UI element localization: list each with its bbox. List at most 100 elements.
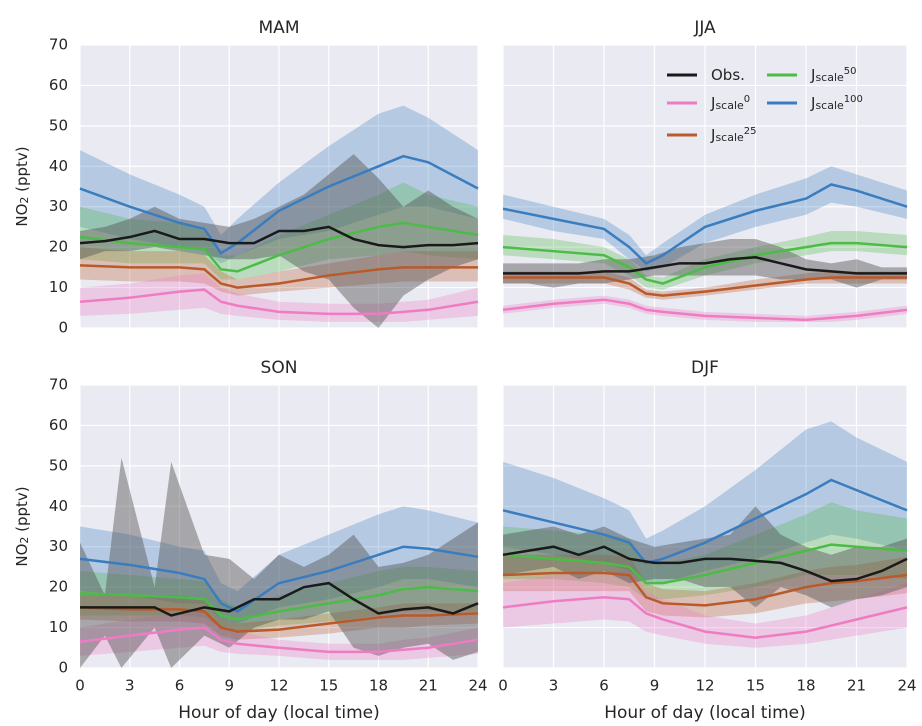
series-line	[79, 626, 479, 654]
series-line	[79, 545, 479, 613]
panel-title: MAM	[259, 18, 300, 38]
uncertainty-band	[80, 457, 478, 668]
uncertainty-band	[80, 247, 478, 296]
x-tick-label: 12	[269, 677, 288, 695]
uncertainty-band	[80, 182, 478, 280]
series-line	[79, 288, 479, 316]
series-line	[503, 276, 907, 297]
series-line	[502, 478, 908, 565]
uncertainty-band	[503, 554, 907, 618]
y-tick-label: 60	[49, 416, 68, 434]
y-axis-label: NO2 (pptv)	[13, 486, 32, 566]
x-tick-label: 3	[125, 677, 135, 695]
x-tick-label: 15	[319, 677, 338, 695]
y-tick-label: 70	[49, 36, 68, 54]
x-tick-label: 9	[224, 677, 234, 695]
label-part: 25	[744, 126, 757, 137]
series-line	[502, 298, 908, 322]
series-line	[79, 585, 479, 621]
y-tick-label: 40	[49, 157, 68, 175]
panel-title: JJA	[693, 18, 716, 38]
legend-label: Obs.	[711, 66, 745, 84]
label-part: J	[810, 94, 815, 112]
series-line	[502, 183, 908, 265]
y-tick-label: 10	[49, 618, 68, 636]
x-tick-label: 12	[695, 677, 714, 695]
label-part: (pptv)	[13, 486, 31, 536]
series-line	[502, 545, 908, 583]
label-part: 50	[844, 66, 857, 77]
label-part: NO	[13, 204, 31, 227]
panel-title: DJF	[691, 358, 719, 378]
x-tick-label: 6	[175, 677, 185, 695]
x-tick-label: 24	[468, 677, 487, 695]
series-line	[79, 225, 479, 249]
label-part: J	[710, 126, 715, 144]
x-axis-label: Hour of day (local time)	[604, 703, 806, 723]
legend-label: Jscale50	[810, 66, 857, 85]
panel-title: SON	[261, 358, 298, 378]
series-line	[80, 581, 479, 617]
x-tick-label: 21	[847, 677, 866, 695]
series-line	[79, 264, 478, 289]
series-line	[79, 606, 479, 633]
uncertainty-band	[503, 570, 907, 648]
y-tick-label: 70	[49, 376, 68, 394]
uncertainty-band	[80, 506, 478, 624]
y-axis-label: NO2 (pptv)	[13, 146, 32, 226]
x-tick-label: 15	[746, 677, 765, 695]
x-tick-label: 9	[650, 677, 660, 695]
legend-label: Jscale0	[710, 94, 750, 113]
y-tick-label: 50	[49, 456, 68, 474]
label-part: 100	[844, 94, 863, 105]
label-part: Obs.	[711, 66, 745, 84]
uncertainty-band	[80, 273, 478, 322]
x-tick-label: 18	[796, 677, 815, 695]
label-part: 2	[18, 537, 31, 544]
series-line	[503, 255, 907, 275]
series-line	[502, 571, 908, 607]
y-tick-label: 0	[58, 659, 68, 677]
legend-label: Jscale25	[710, 126, 757, 145]
label-part: scale	[715, 99, 744, 112]
label-part: J	[810, 66, 815, 84]
uncertainty-band	[503, 230, 907, 290]
y-tick-label: 30	[49, 537, 68, 555]
y-tick-label: 30	[49, 197, 68, 215]
label-part: scale	[715, 131, 744, 144]
y-tick-label: 20	[49, 238, 68, 256]
uncertainty-band	[503, 506, 907, 608]
label-part: scale	[815, 99, 844, 112]
uncertainty-band	[80, 611, 478, 660]
uncertainty-band	[503, 502, 907, 600]
y-tick-label: 50	[49, 116, 68, 134]
uncertainty-band	[503, 295, 907, 322]
uncertainty-band	[503, 421, 907, 584]
y-tick-label: 40	[49, 497, 68, 515]
series-line	[502, 595, 908, 639]
x-tick-label: 6	[599, 677, 609, 695]
y-tick-label: 60	[49, 76, 68, 94]
series-line	[79, 154, 479, 255]
x-tick-label: 0	[75, 677, 85, 695]
x-tick-label: 3	[549, 677, 559, 695]
uncertainty-band	[80, 154, 478, 328]
x-tick-label: 24	[897, 677, 916, 695]
series-line	[502, 241, 908, 285]
x-tick-label: 21	[419, 677, 438, 695]
x-tick-label: 18	[369, 677, 388, 695]
y-tick-label: 10	[49, 278, 68, 296]
label-part: (pptv)	[13, 146, 31, 196]
label-part: 2	[18, 197, 31, 204]
series-line	[79, 221, 479, 273]
legend-label: Jscale100	[810, 94, 863, 113]
label-part: NO	[13, 544, 31, 567]
x-tick-label: 0	[498, 677, 508, 695]
series-line	[502, 543, 908, 585]
uncertainty-band	[503, 166, 907, 272]
label-part: 0	[744, 94, 750, 105]
y-tick-label: 0	[58, 319, 68, 337]
uncertainty-band	[80, 595, 478, 640]
label-part: J	[710, 94, 715, 112]
